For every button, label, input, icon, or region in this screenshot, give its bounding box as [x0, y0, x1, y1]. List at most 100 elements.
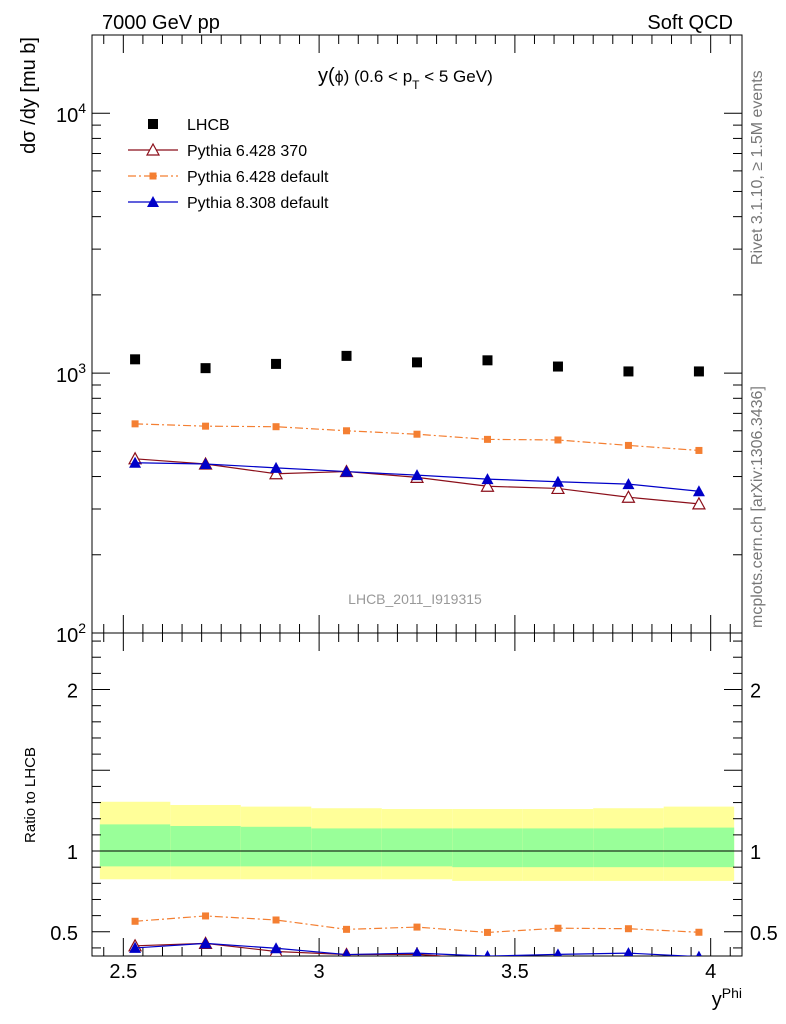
legend-marker-0	[148, 119, 158, 129]
data-point-2	[343, 427, 351, 435]
ratio-y-axis-label: Ratio to LHCB	[22, 747, 39, 843]
ratio-point-2	[412, 947, 422, 956]
ratio-point-2	[342, 948, 351, 956]
data-point-2	[483, 435, 491, 443]
legend-label-2: Pythia 6.428 default	[187, 169, 329, 186]
data-point-0	[200, 363, 211, 374]
data-point-0	[623, 366, 634, 377]
tick-exponent: 4	[78, 100, 86, 116]
ratio-line-1	[135, 915, 699, 934]
ratio-y-tick-label-right: 2	[750, 681, 761, 703]
plot-title: y(ϕ) (0.6 < pT < 5 GeV)	[318, 65, 493, 92]
plot-title-phi: ϕ	[335, 69, 344, 86]
ratio-point-2	[129, 941, 142, 953]
ratio-point-2	[553, 948, 563, 956]
ratio-point-2	[199, 937, 212, 949]
ratio-series	[128, 912, 703, 956]
data-point-3	[692, 485, 705, 497]
data-point-1	[621, 489, 636, 503]
series-line-2	[135, 423, 699, 452]
data-point-0	[341, 350, 352, 361]
band-inner-segment	[311, 828, 382, 867]
analysis-watermark: LHCB_2011_I919315	[348, 591, 482, 607]
data-point-3	[340, 465, 353, 477]
legend-label-0: LHCB	[187, 117, 230, 134]
rivet-label: Rivet 3.1.10, ≥ 1.5M events	[749, 70, 766, 265]
main-y-tick-label: 103	[56, 360, 86, 387]
ratio-y-tick-labels: 0.5 0.5 1 1 2 2	[50, 681, 778, 945]
tick-base: 10	[56, 625, 78, 647]
x-axis-label-main: y	[712, 989, 722, 1011]
ratio-point-2	[696, 950, 702, 956]
main-y-axis-label: dσ /dy [mu b]	[18, 37, 40, 154]
main-series	[128, 350, 706, 510]
ratio-point-2	[623, 947, 634, 956]
band-inner-segment	[593, 828, 664, 868]
tick-exponent: 2	[78, 620, 86, 636]
ratio-y-axis-ticks	[92, 640, 742, 949]
ratio-y-tick-label-left: 1	[67, 842, 78, 864]
data-point-1	[691, 496, 706, 510]
header-energy: 7000 GeV pp	[102, 12, 220, 34]
plot-title-main: y(	[318, 65, 335, 87]
data-point-3	[551, 475, 564, 487]
data-point-2	[624, 441, 632, 449]
ratio-point-1	[131, 917, 139, 925]
ratio-point-2	[270, 942, 283, 954]
legend-marker-3	[147, 196, 159, 207]
band-inner-segment	[663, 827, 735, 868]
ratio-error-bands	[92, 801, 742, 881]
ratio-panel-frame	[91, 632, 743, 957]
data-point-2	[695, 446, 703, 454]
data-point-1	[550, 481, 565, 495]
data-point-3	[270, 461, 283, 473]
ratio-point-2	[484, 950, 491, 956]
ratio-point-1	[554, 924, 562, 932]
data-point-0	[412, 357, 422, 368]
x-axis-ticks	[103, 35, 731, 956]
data-point-2	[413, 430, 421, 438]
data-point-3	[129, 456, 142, 468]
data-point-0	[482, 355, 493, 366]
ratio-point-1	[343, 925, 351, 933]
ratio-y-tick-label-left: 0.5	[50, 923, 78, 945]
data-point-2	[202, 422, 210, 430]
mcplots-label: mcplots.cern.ch [arXiv:1306.3436]	[749, 386, 766, 628]
x-tick-label: 3.5	[501, 961, 529, 983]
plot-title-tail: < 5 GeV)	[420, 67, 493, 86]
tick-exponent: 3	[78, 360, 86, 376]
data-point-1	[480, 478, 495, 492]
ratio-point-1	[413, 923, 421, 931]
ratio-point-0	[698, 955, 700, 956]
data-point-0	[271, 358, 282, 369]
tick-base: 10	[56, 365, 78, 387]
data-point-2	[131, 420, 139, 428]
tick-base: 10	[56, 105, 78, 127]
legend: LHCB Pythia 6.428 370 Pythia 6.428 default…	[128, 117, 329, 212]
ratio-point-1	[624, 925, 632, 933]
legend-label-1: Pythia 6.428 370	[187, 143, 307, 160]
data-point-0	[130, 354, 141, 365]
legend-label-3: Pythia 8.308 default	[187, 195, 329, 212]
x-tick-label: 2.5	[109, 961, 137, 983]
data-point-0	[552, 361, 563, 372]
x-axis-label-sup: Phi	[722, 985, 742, 1001]
data-point-0	[693, 366, 704, 377]
header-category: Soft QCD	[647, 12, 733, 34]
ratio-point-1	[483, 928, 491, 936]
band-inner-segment	[452, 828, 523, 868]
data-point-2	[272, 423, 280, 431]
band-inner-segment	[522, 828, 594, 868]
band-inner-segment	[170, 825, 241, 867]
data-point-3	[411, 469, 423, 481]
x-tick-label: 4	[705, 961, 716, 983]
band-inner-segment	[381, 828, 453, 867]
x-axis-label: yPhi	[712, 985, 742, 1011]
band-inner-segment	[240, 826, 312, 867]
legend-marker-1	[145, 142, 161, 156]
legend-marker-2	[149, 172, 157, 180]
data-point-2	[554, 436, 562, 444]
ratio-point-1	[202, 912, 210, 920]
